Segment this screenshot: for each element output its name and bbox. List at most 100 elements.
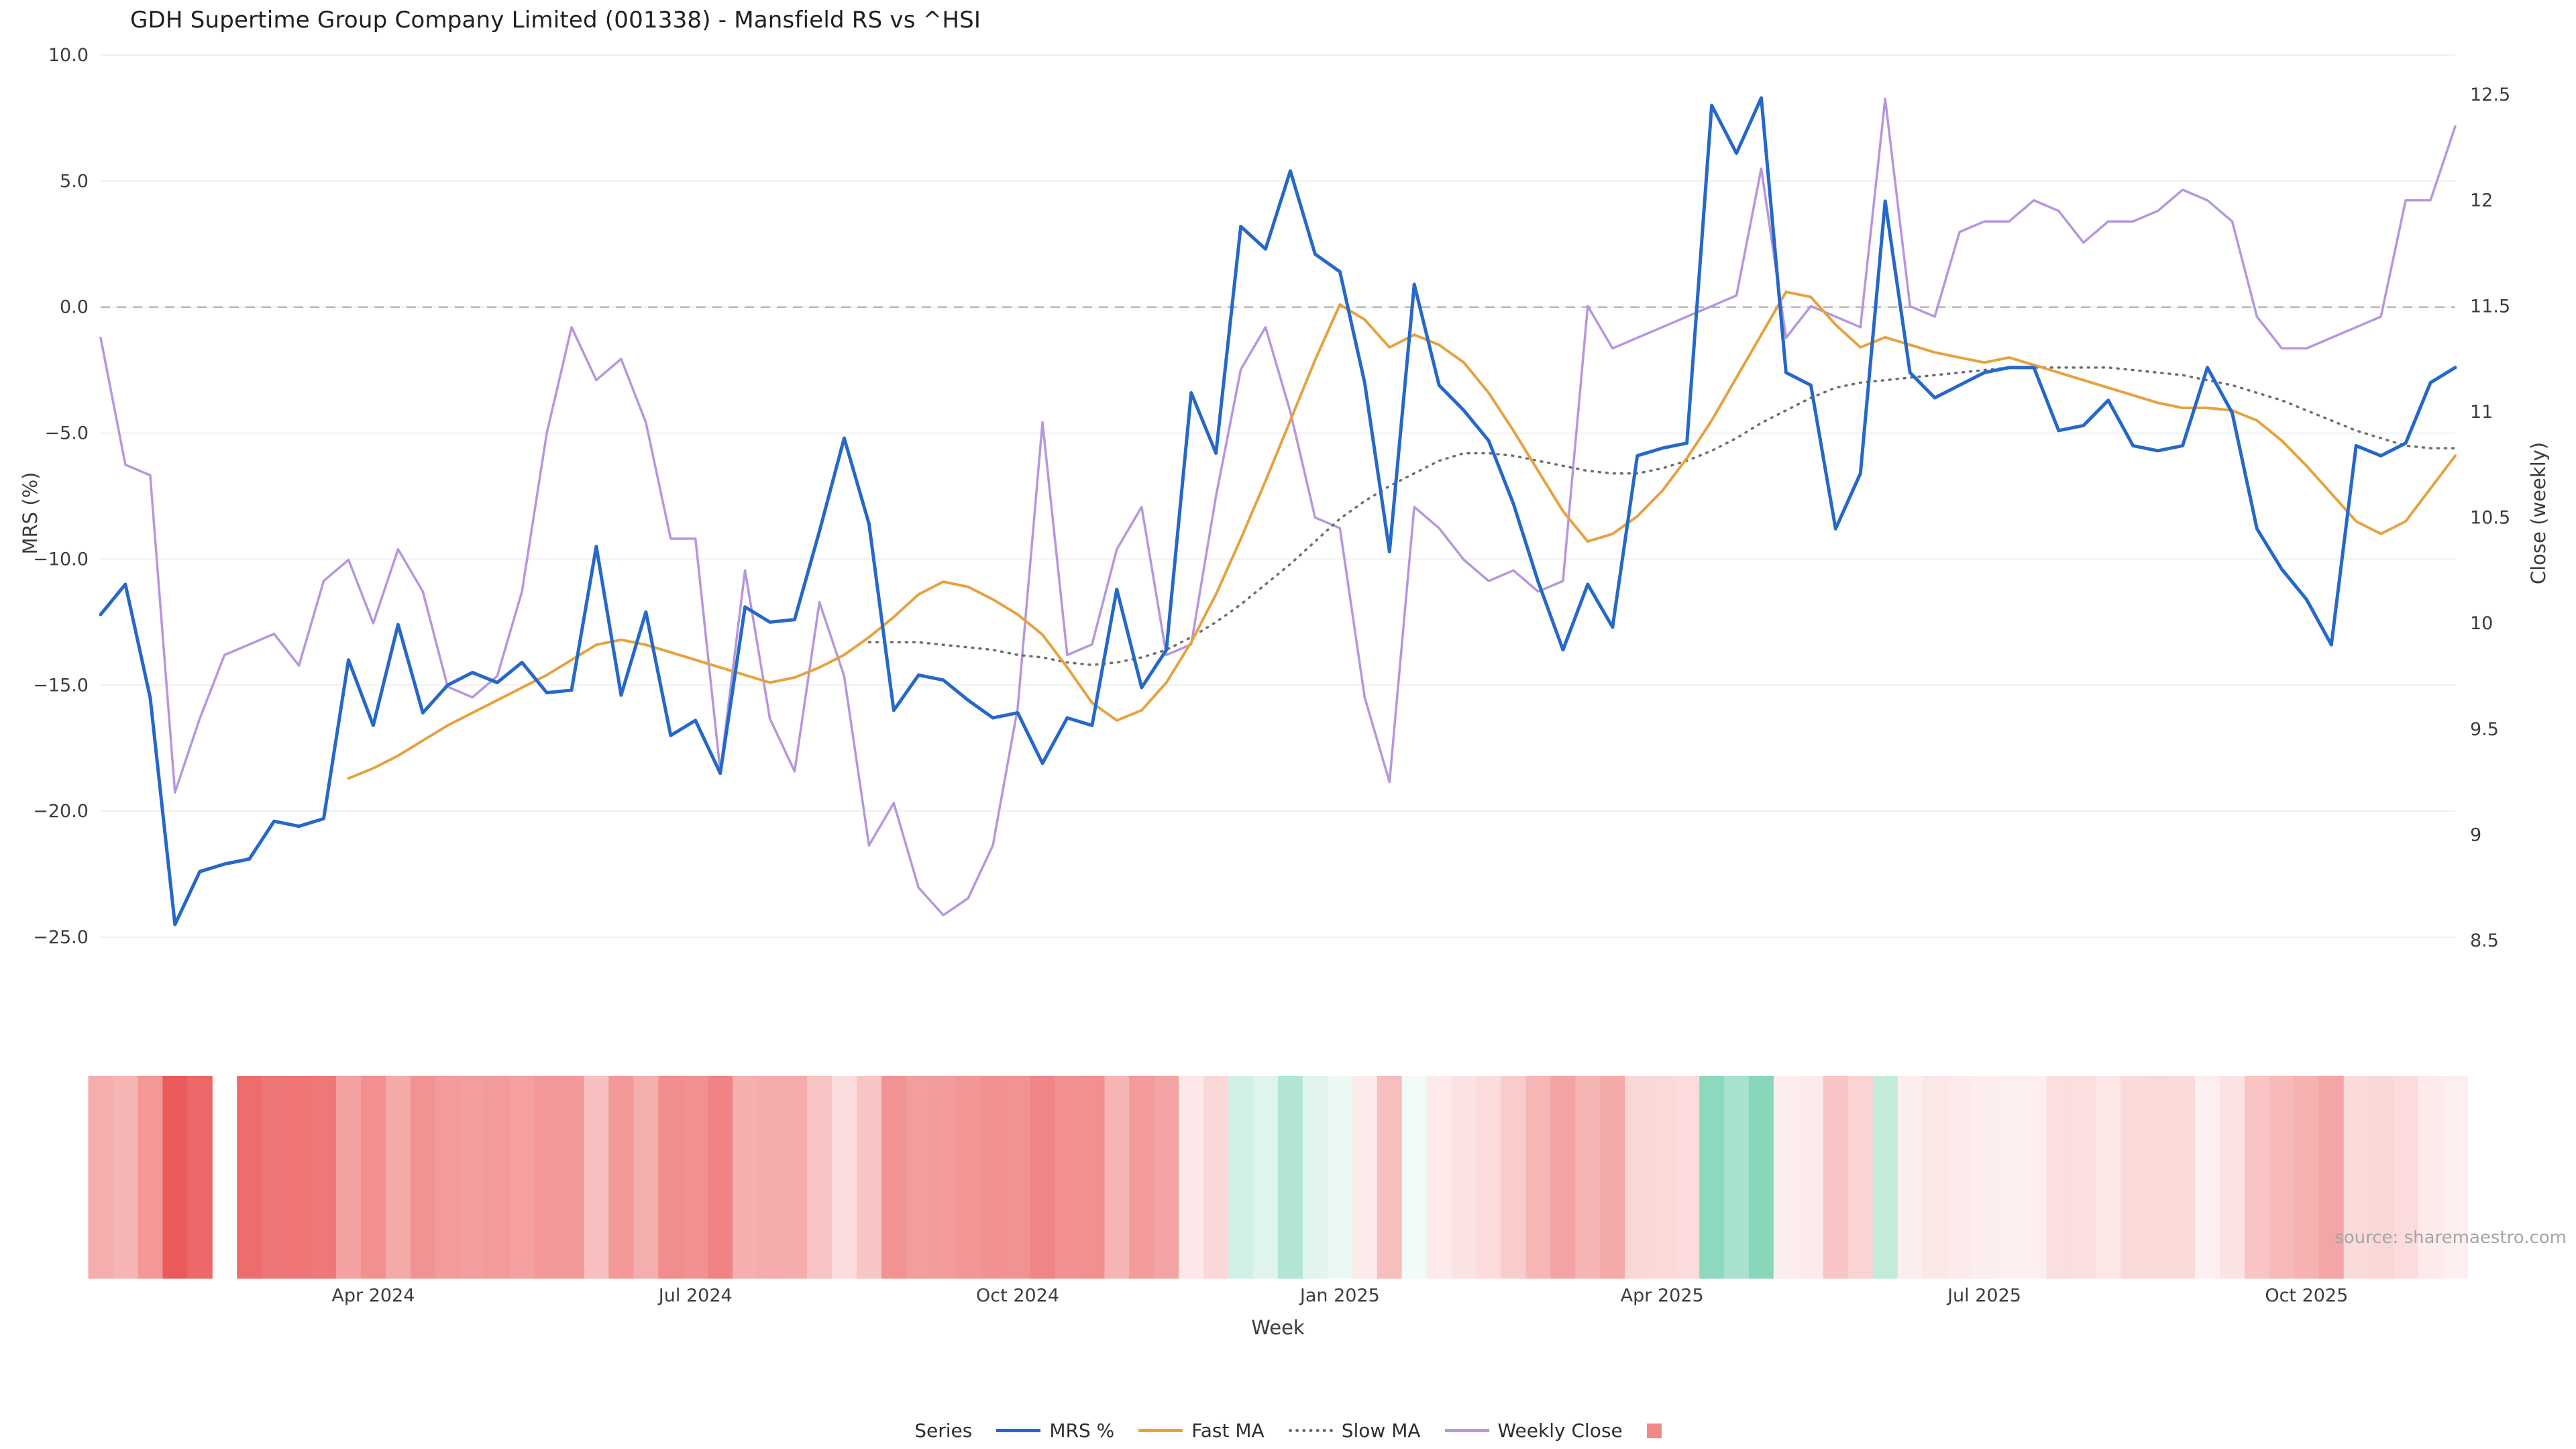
heatmap-cell — [1030, 1076, 1055, 1279]
heatmap-cell — [2071, 1076, 2096, 1279]
heatmap-cell — [1104, 1076, 1130, 1279]
legend-item-mrs: MRS % — [996, 1419, 1114, 1442]
heatmap-cell — [1773, 1076, 1799, 1279]
heatmap-cell — [410, 1076, 436, 1279]
left-tick-label: 0.0 — [60, 297, 89, 318]
heatmap-cell — [2121, 1076, 2146, 1279]
heatmap-cell — [559, 1076, 584, 1279]
legend-heatmap-swatch-icon — [1646, 1423, 1662, 1438]
legend-item-heatmap — [1646, 1423, 1662, 1438]
heatmap-cell — [1724, 1076, 1750, 1279]
heatmap-cell — [658, 1076, 684, 1279]
heatmap-cell — [1823, 1076, 1849, 1279]
heatmap-cell — [1525, 1076, 1551, 1279]
heatmap-cell — [1154, 1076, 1179, 1279]
heatmap-cell — [1897, 1076, 1923, 1279]
heatmap-cell — [1699, 1076, 1725, 1279]
heatmap-cell — [2269, 1076, 2295, 1279]
heatmap-cell — [1253, 1076, 1279, 1279]
heatmap-cell — [1749, 1076, 1774, 1279]
gridlines — [101, 54, 2455, 938]
heatmap-cell — [608, 1076, 634, 1279]
heatmap-strip — [88, 1076, 2468, 1279]
x-axis-label: Week — [1251, 1316, 1305, 1339]
heatmap-cell — [2220, 1076, 2245, 1279]
heatmap-cell — [1550, 1076, 1576, 1279]
heatmap-cell — [757, 1076, 783, 1279]
heatmap-cell — [262, 1076, 287, 1279]
x-tick-label: Oct 2024 — [976, 1285, 1059, 1306]
heatmap-cell — [2170, 1076, 2196, 1279]
heatmap-cell — [1079, 1076, 1105, 1279]
heatmap-cell — [1674, 1076, 1700, 1279]
heatmap-cell — [1228, 1076, 1254, 1279]
left-tick-labels: 10.0 5.0 0.0 −5.0 −10.0 −15.0 −20.0 −25.0 — [33, 45, 89, 948]
left-tick-label: −25.0 — [33, 927, 89, 948]
heatmap-cell — [484, 1076, 511, 1279]
heatmap-cell — [460, 1076, 486, 1279]
heatmap-cell — [162, 1076, 188, 1279]
heatmap-cell — [856, 1076, 882, 1279]
legend-title: Series — [914, 1419, 973, 1442]
right-tick-label: 10.5 — [2470, 508, 2510, 529]
heatmap-cell — [955, 1076, 981, 1279]
heatmap-cell — [1922, 1076, 1948, 1279]
legend-item-label: MRS % — [1049, 1419, 1115, 1442]
legend-line-swatch-icon — [1288, 1429, 1333, 1432]
heatmap-cell — [2244, 1076, 2270, 1279]
right-tick-label: 12.5 — [2470, 85, 2510, 105]
heatmap-cell — [385, 1076, 411, 1279]
heatmap-cell — [2195, 1076, 2220, 1279]
right-tick-label: 12 — [2470, 191, 2493, 211]
x-tick-label: Apr 2025 — [1621, 1285, 1704, 1306]
heatmap-cell — [2318, 1076, 2345, 1279]
legend-item-label: Fast MA — [1191, 1419, 1265, 1442]
heatmap-cell — [237, 1076, 262, 1279]
legend-item-slow-ma: Slow MA — [1288, 1419, 1421, 1442]
heatmap-cell — [1847, 1076, 1874, 1279]
heatmap-cell — [831, 1076, 857, 1279]
heatmap-cell — [1327, 1076, 1353, 1279]
heatmap-cell — [584, 1076, 609, 1279]
series-line-mrs — [99, 96, 2457, 926]
heatmap-cell — [2418, 1076, 2444, 1279]
series-line-slow-ma — [867, 366, 2457, 666]
heatmap-cell — [509, 1076, 535, 1279]
heatmap-cell — [1426, 1076, 1452, 1279]
x-tick-label: Jul 2025 — [1946, 1285, 2021, 1306]
heatmap-cell — [633, 1076, 659, 1279]
right-tick-label: 9.5 — [2470, 719, 2499, 740]
heatmap-cell — [534, 1076, 560, 1279]
heatmap-cell — [881, 1076, 907, 1279]
legend-item-label: Weekly Close — [1497, 1419, 1623, 1442]
right-tick-label: 11.5 — [2470, 296, 2510, 317]
heatmap-cell — [1377, 1076, 1403, 1279]
heatmap-cell — [88, 1076, 113, 1279]
right-tick-labels: 12.5 12 11.5 11 10.5 10 9.5 9 8.5 — [2470, 85, 2510, 951]
heatmap-cell — [2343, 1076, 2369, 1279]
heatmap-cell — [360, 1076, 386, 1279]
heatmap-cell — [1352, 1076, 1378, 1279]
heatmap-cell — [2294, 1076, 2320, 1279]
heatmap-cell — [1650, 1076, 1675, 1279]
heatmap-cell — [1055, 1076, 1080, 1279]
heatmap-cell — [980, 1076, 1006, 1279]
left-tick-label: −20.0 — [33, 801, 89, 822]
legend-line-swatch-icon — [996, 1429, 1041, 1432]
left-tick-label: −5.0 — [44, 423, 89, 444]
heatmap-cell — [1451, 1076, 1477, 1279]
legend: Series MRS % Fast MA Slow MA Weekly Close — [0, 1419, 2576, 1442]
heatmap-cell — [1129, 1076, 1155, 1279]
heatmap-cell — [311, 1076, 337, 1279]
heatmap-cell — [708, 1076, 733, 1279]
x-tick-label: Oct 2025 — [2265, 1285, 2348, 1306]
heatmap-cell — [2145, 1076, 2171, 1279]
heatmap-cell — [336, 1076, 362, 1279]
heatmap-cell — [1179, 1076, 1204, 1279]
x-tick-label: Apr 2024 — [331, 1285, 415, 1306]
x-tick-label: Jan 2025 — [1299, 1285, 1380, 1306]
left-tick-label: −15.0 — [33, 675, 89, 696]
heatmap-cell — [138, 1076, 163, 1279]
